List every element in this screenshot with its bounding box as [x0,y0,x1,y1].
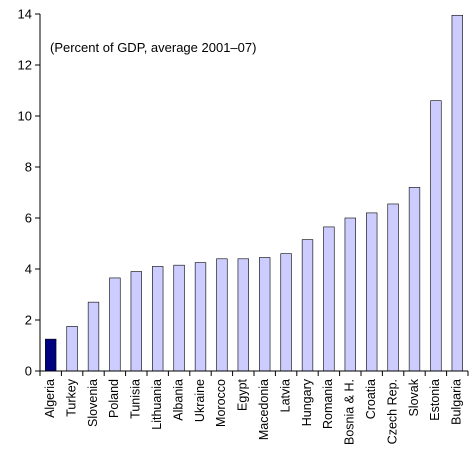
x-tick-label-lithuania: Lithuania [150,379,164,430]
bar-bulgaria [451,14,463,372]
x-tick-label-albania: Albania [171,379,185,421]
x-tick-label-algeria: Algeria [43,379,57,418]
x-tick-label-morocco: Morocco [214,379,228,427]
bar-turkey [66,326,78,372]
bar-romania [323,226,335,372]
bar-algeria [45,338,57,372]
bar-bosnia-h [344,217,356,372]
y-tick-label-4: 4 [25,262,32,277]
x-tick-label-slovak: Slovak [407,378,421,416]
bar-tunisia [130,271,142,372]
bar-slovak [408,187,421,372]
x-tick-label-ukraine: Ukraine [193,379,207,422]
x-tick-label-hungary: Hungary [300,378,314,426]
bar-estonia [430,100,442,372]
x-tick-label-czech-rep: Czech Rep. [385,379,399,444]
bar-morocco [216,258,228,372]
bar-ukraine [194,262,207,372]
x-tick-label-estonia: Estonia [428,379,442,421]
y-tick-label-2: 2 [25,313,32,328]
y-tick-label-10: 10 [18,109,32,124]
x-tick-label-poland: Poland [107,379,121,418]
x-tick-label-romania: Romania [321,379,335,429]
y-tick-label-8: 8 [25,160,32,175]
bar-albania [173,264,185,372]
chart-annotation: (Percent of GDP, average 2001–07) [50,40,256,55]
bar-czech-rep [387,203,399,372]
y-tick-label-12: 12 [18,58,32,73]
bar-poland [109,277,121,372]
y-tick-label-0: 0 [25,364,32,379]
x-axis-ticks [39,371,469,376]
x-tick-label-latvia: Latvia [278,379,292,412]
bar-egypt [237,258,249,372]
x-axis-labels: Algeria Turkey Slovenia Poland Tunisia Lithua… [43,378,464,445]
x-tick-label-macedonia: Macedonia [257,379,271,440]
x-tick-label-bosnia-h: Bosnia & H. [343,379,357,445]
bar-macedonia [259,257,271,372]
y-axis-ticks [35,13,40,372]
bar-hungary [301,239,314,372]
bar-latvia [280,253,292,372]
bar-lithuania [152,266,164,372]
y-tick-label-14: 14 [18,7,32,22]
x-tick-label-slovenia: Slovenia [86,379,100,427]
bar-croatia [366,212,378,372]
bars-group [45,14,463,372]
x-tick-label-croatia: Croatia [364,379,378,419]
bar-slovenia [87,301,100,372]
x-tick-label-bulgaria: Bulgaria [450,379,464,425]
y-axis-labels: 0 2 4 6 8 10 12 14 [18,7,32,379]
x-tick-label-turkey: Turkey [64,378,78,416]
y-tick-label-6: 6 [25,211,32,226]
x-tick-label-egypt: Egypt [236,378,250,410]
x-tick-label-tunisia: Tunisia [129,379,143,419]
